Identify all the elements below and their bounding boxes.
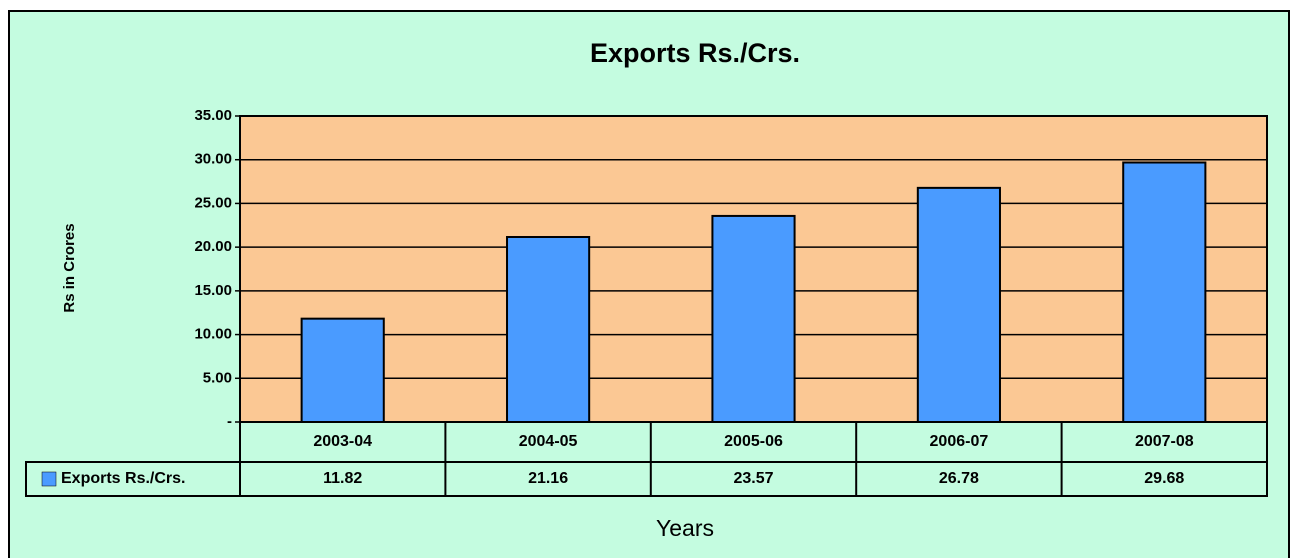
x-axis-label: Years bbox=[656, 515, 714, 541]
y-tick-label: 35.00 bbox=[194, 107, 232, 124]
legend-swatch bbox=[41, 471, 57, 487]
x-tick-label: 2003-04 bbox=[313, 433, 372, 450]
x-tick-label: 2006-07 bbox=[930, 433, 989, 450]
bar bbox=[506, 236, 591, 423]
y-tick-label: - bbox=[227, 413, 232, 430]
x-tick-label: 2005-06 bbox=[724, 433, 783, 450]
legend-label: Exports Rs./Crs. bbox=[61, 470, 185, 487]
bar bbox=[711, 214, 796, 423]
table-value: 21.16 bbox=[528, 470, 568, 487]
y-tick-label: 30.00 bbox=[194, 151, 232, 168]
y-tick-label: 20.00 bbox=[194, 238, 232, 255]
chart-title: Exports Rs./Crs. bbox=[590, 38, 800, 68]
y-tick-label: 10.00 bbox=[194, 326, 232, 343]
table-value: 29.68 bbox=[1144, 470, 1184, 487]
y-tick-label: 25.00 bbox=[194, 194, 232, 211]
x-tick-label: 2007-08 bbox=[1135, 433, 1194, 450]
bar bbox=[1122, 161, 1207, 423]
table-value: 11.82 bbox=[323, 470, 362, 487]
bar bbox=[300, 317, 385, 423]
bar bbox=[916, 186, 1001, 423]
table-value: 23.57 bbox=[733, 470, 773, 487]
y-tick-label: 5.00 bbox=[203, 369, 232, 386]
y-axis-label: Rs in Crores bbox=[61, 223, 78, 312]
x-tick-label: 2004-05 bbox=[519, 433, 578, 450]
y-tick-label: 15.00 bbox=[194, 282, 232, 299]
table-value: 26.78 bbox=[939, 470, 979, 487]
data-table-legend-cell bbox=[25, 461, 241, 497]
